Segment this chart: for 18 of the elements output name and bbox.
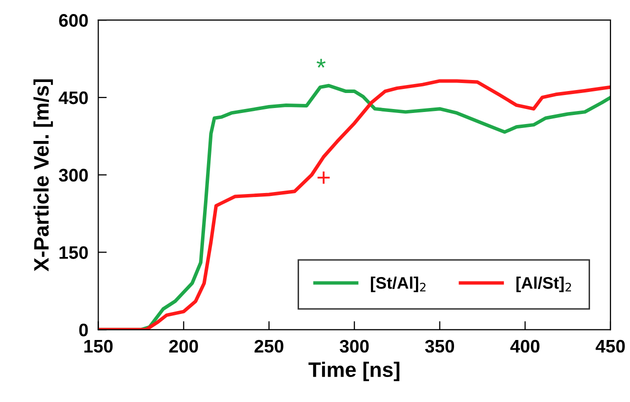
x-tick-label: 250 (254, 340, 284, 353)
y-tick-label: 300 (58, 168, 88, 182)
x-tick-label: 350 (425, 340, 454, 353)
legend-label: [St/Al]$_{2}$ (370, 276, 426, 292)
y-tick-label: 150 (60, 246, 88, 259)
annotation: * (316, 58, 326, 68)
y-tick-label: 600 (59, 14, 88, 27)
x-tick-label: 300 (340, 340, 369, 353)
x-tick-label: 400 (510, 340, 540, 353)
y-tick-label: 0 (79, 324, 88, 336)
legend-label: [Al/St]$_{2}$ (516, 276, 571, 292)
y-tick-label: 450 (58, 91, 88, 104)
annotation: + (318, 172, 330, 184)
x-tick-label: 450 (596, 340, 625, 353)
x-tick-label: 200 (169, 340, 198, 353)
x-axis-title: Time [ns] (308, 362, 400, 382)
y-axis-title: X-Particle Vel. [m/s] (33, 79, 53, 272)
x-tick-label: 150 (84, 340, 113, 353)
